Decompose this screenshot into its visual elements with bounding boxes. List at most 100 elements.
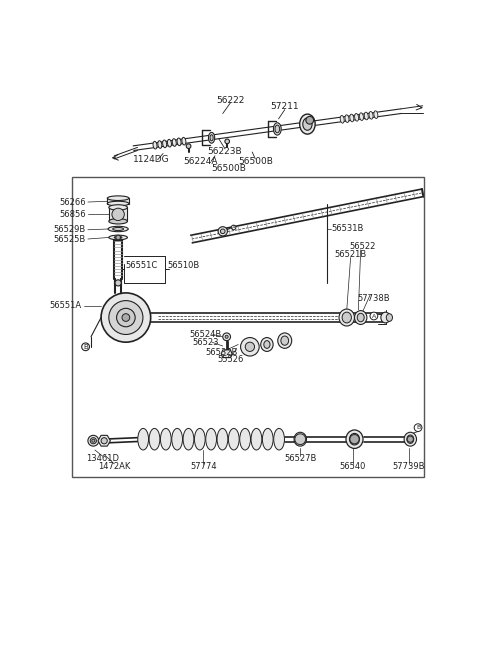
Ellipse shape (251, 428, 262, 450)
Text: 56527B: 56527B (284, 454, 316, 463)
Ellipse shape (206, 428, 216, 450)
Ellipse shape (109, 235, 127, 240)
Bar (72, 177, 424, 477)
Circle shape (101, 293, 151, 342)
Circle shape (88, 436, 99, 446)
Text: 56856: 56856 (59, 210, 85, 219)
Circle shape (245, 342, 254, 351)
Circle shape (218, 227, 228, 236)
Text: 56540: 56540 (340, 462, 366, 470)
Circle shape (225, 335, 228, 338)
Ellipse shape (183, 428, 194, 450)
Ellipse shape (360, 113, 363, 120)
Ellipse shape (194, 428, 205, 450)
Circle shape (117, 308, 135, 327)
Ellipse shape (345, 115, 349, 122)
Ellipse shape (263, 428, 273, 450)
Ellipse shape (300, 114, 315, 134)
Ellipse shape (346, 430, 363, 449)
Text: 56523: 56523 (192, 338, 219, 347)
Ellipse shape (274, 428, 285, 450)
Ellipse shape (264, 340, 270, 348)
Text: 56529B: 56529B (53, 225, 85, 235)
Ellipse shape (168, 139, 171, 147)
Circle shape (220, 229, 225, 234)
Ellipse shape (374, 111, 378, 118)
Circle shape (90, 438, 96, 444)
Text: 56521B: 56521B (335, 250, 367, 259)
Ellipse shape (172, 139, 176, 147)
Ellipse shape (364, 112, 368, 120)
Text: 56500B: 56500B (212, 164, 246, 173)
Circle shape (101, 438, 107, 444)
Circle shape (231, 225, 236, 230)
Circle shape (414, 424, 422, 432)
Text: 1472AK: 1472AK (98, 462, 131, 470)
Ellipse shape (107, 196, 129, 200)
Ellipse shape (177, 138, 181, 146)
Ellipse shape (107, 201, 129, 206)
Ellipse shape (357, 313, 364, 322)
Ellipse shape (275, 125, 280, 133)
Text: 56532B: 56532B (205, 348, 238, 357)
Circle shape (350, 434, 359, 444)
Polygon shape (98, 436, 110, 446)
Text: 56551A: 56551A (49, 302, 82, 311)
Text: B: B (416, 425, 420, 430)
Ellipse shape (114, 237, 122, 238)
Text: 1124DG: 1124DG (133, 155, 170, 164)
Ellipse shape (138, 428, 148, 450)
Text: 56222: 56222 (216, 96, 245, 105)
Ellipse shape (281, 336, 288, 346)
Ellipse shape (381, 312, 390, 323)
Text: A: A (232, 225, 236, 230)
Text: 56500B: 56500B (238, 157, 273, 166)
Ellipse shape (158, 141, 162, 148)
Bar (107, 198, 129, 204)
Text: 57738B: 57738B (358, 294, 390, 303)
Ellipse shape (109, 219, 127, 224)
Ellipse shape (386, 313, 393, 321)
Ellipse shape (349, 434, 360, 445)
Text: 55526: 55526 (217, 355, 244, 365)
Ellipse shape (278, 333, 292, 348)
Ellipse shape (350, 114, 354, 122)
Text: 56266: 56266 (59, 198, 85, 206)
Ellipse shape (153, 141, 157, 149)
Ellipse shape (240, 428, 251, 450)
Text: A: A (372, 313, 376, 319)
Ellipse shape (182, 137, 186, 145)
Ellipse shape (109, 205, 127, 210)
Ellipse shape (217, 428, 228, 450)
Text: 56223B: 56223B (208, 147, 242, 156)
Text: 56524B: 56524B (190, 330, 222, 339)
Ellipse shape (404, 432, 417, 446)
Text: 56531B: 56531B (331, 225, 364, 233)
Circle shape (186, 144, 191, 148)
Text: B: B (83, 344, 88, 350)
Ellipse shape (274, 123, 281, 135)
Polygon shape (221, 350, 232, 357)
Text: 57211: 57211 (270, 102, 299, 111)
Ellipse shape (261, 338, 273, 351)
Circle shape (109, 301, 143, 334)
Ellipse shape (407, 435, 414, 443)
Ellipse shape (208, 133, 215, 143)
Ellipse shape (160, 428, 171, 450)
Circle shape (306, 116, 313, 124)
Circle shape (240, 338, 259, 356)
Circle shape (115, 280, 121, 286)
Text: 57774: 57774 (190, 462, 216, 470)
Text: 13461D: 13461D (86, 454, 119, 463)
Text: 56525B: 56525B (53, 235, 85, 244)
Ellipse shape (149, 428, 160, 450)
Circle shape (82, 343, 89, 351)
Ellipse shape (303, 118, 312, 130)
Ellipse shape (172, 428, 182, 450)
Ellipse shape (113, 227, 123, 231)
Text: 57739B: 57739B (393, 462, 425, 470)
Circle shape (407, 436, 413, 442)
Ellipse shape (228, 428, 239, 450)
Circle shape (112, 208, 124, 221)
Ellipse shape (340, 116, 344, 123)
